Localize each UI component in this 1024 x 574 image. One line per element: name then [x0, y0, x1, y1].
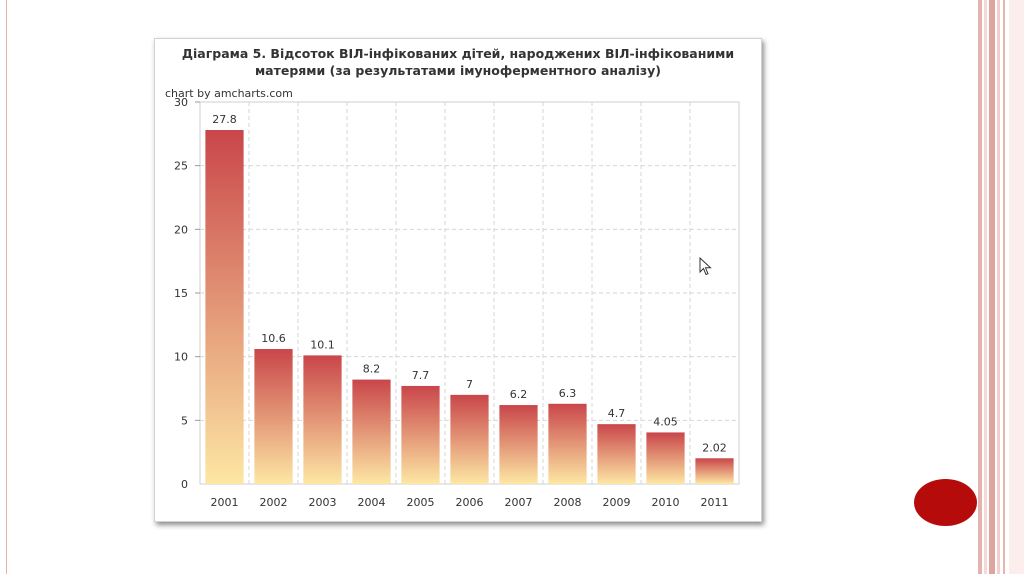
x-tick-label-2005: 2005 — [407, 496, 435, 509]
x-tick-label-2001: 2001 — [211, 496, 239, 509]
slide-stripe — [1009, 0, 1024, 574]
data-label-2010: 4.05 — [653, 415, 678, 428]
y-tick-label: 5 — [181, 414, 188, 427]
chart-title-line-2: матерями (за результатами імуноферментно… — [254, 63, 662, 78]
data-label-2009: 4.7 — [608, 407, 626, 420]
slide-left-line — [6, 0, 7, 574]
x-tick-label-2008: 2008 — [554, 496, 582, 509]
y-tick-label: 20 — [174, 223, 188, 236]
slide-stripe — [997, 0, 1000, 574]
data-label-2003: 10.1 — [310, 338, 335, 351]
red-circle-button[interactable] — [914, 479, 977, 526]
data-label-2004: 8.2 — [363, 363, 381, 376]
y-tick-label: 30 — [174, 96, 188, 109]
bar-2006 — [450, 394, 489, 484]
y-tick-label: 25 — [174, 160, 188, 173]
x-tick-label-2002: 2002 — [260, 496, 288, 509]
data-label-2007: 6.2 — [510, 388, 528, 401]
chart-panel: Діаграма 5. Відсоток ВІЛ-інфікованих діт… — [154, 38, 762, 522]
mouse-pointer-icon — [699, 257, 712, 276]
x-tick-label-2007: 2007 — [505, 496, 533, 509]
data-label-2008: 6.3 — [559, 387, 577, 400]
x-tick-label-2011: 2011 — [701, 496, 729, 509]
y-tick-label: 10 — [174, 351, 188, 364]
slide-stripe — [989, 0, 995, 574]
bar-2002 — [254, 349, 293, 484]
data-label-2002: 10.6 — [261, 332, 286, 345]
slide-stripe — [984, 0, 987, 574]
x-tick-label-2010: 2010 — [652, 496, 680, 509]
bar-2001 — [205, 130, 244, 484]
bar-2008 — [548, 403, 587, 484]
bar-chart: 0 5 10 15 20 25 30 27.8 2001 10.6 2002 10.1 2003 8.2 2… — [174, 96, 740, 509]
x-tick-label-2003: 2003 — [309, 496, 337, 509]
bar-2007 — [499, 405, 538, 484]
bar-2003 — [303, 355, 342, 484]
x-tick-label-2006: 2006 — [456, 496, 484, 509]
y-tick-label: 0 — [181, 478, 188, 491]
chart-credit-link[interactable]: chart by amcharts.com — [165, 87, 293, 100]
data-label-2005: 7.7 — [412, 369, 430, 382]
x-tick-label-2009: 2009 — [603, 496, 631, 509]
chart-title: Діаграма 5. Відсоток ВІЛ-інфікованих діт… — [155, 45, 761, 79]
x-tick-label-2004: 2004 — [358, 496, 386, 509]
bar-2004 — [352, 379, 391, 484]
data-label-2011: 2.02 — [702, 441, 727, 454]
bar-2009 — [597, 424, 636, 484]
chart-title-line-1: Діаграма 5. Відсоток ВІЛ-інфікованих діт… — [181, 46, 735, 61]
slide-stripe — [1003, 0, 1005, 574]
bar-2005 — [401, 385, 440, 484]
data-label-2006: 7 — [466, 378, 473, 391]
slide-stripe — [978, 0, 982, 574]
data-label-2001: 27.8 — [212, 113, 237, 126]
y-tick-label: 15 — [174, 287, 188, 300]
bar-2010 — [646, 432, 685, 484]
bar-2011 — [695, 458, 734, 484]
